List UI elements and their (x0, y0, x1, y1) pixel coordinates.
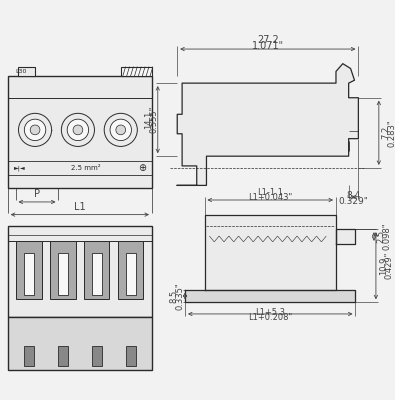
Text: 0.335": 0.335" (175, 282, 184, 310)
Text: L1-1.1: L1-1.1 (257, 188, 283, 197)
Bar (17, 66, 35, 76)
Text: 0.098": 0.098" (383, 223, 392, 250)
Text: ►|◄: ►|◄ (14, 165, 25, 171)
Circle shape (30, 125, 40, 135)
Circle shape (61, 113, 94, 146)
Bar (8, 76, 152, 188)
Bar (24, 252, 34, 296)
Bar (92, 346, 102, 366)
Text: L30: L30 (16, 69, 27, 74)
Bar (84, 241, 109, 299)
Text: P: P (34, 189, 40, 199)
Text: 10.9: 10.9 (379, 256, 388, 275)
Bar (8, 226, 152, 317)
Text: L1+0.043": L1+0.043" (248, 193, 292, 202)
Circle shape (104, 113, 137, 146)
Circle shape (116, 125, 126, 135)
Bar (58, 252, 68, 296)
Text: 2.5: 2.5 (377, 230, 386, 243)
Text: 2.5 mm²: 2.5 mm² (71, 165, 100, 171)
Polygon shape (205, 215, 336, 290)
Circle shape (24, 119, 46, 140)
Bar (118, 241, 143, 299)
Text: 0.429": 0.429" (385, 252, 394, 280)
Text: L1: L1 (74, 202, 86, 212)
Text: 0.329": 0.329" (339, 197, 369, 206)
Polygon shape (336, 229, 356, 244)
Text: L1+5.3: L1+5.3 (255, 308, 285, 317)
Text: 1.071": 1.071" (252, 41, 284, 51)
Polygon shape (177, 64, 358, 185)
Circle shape (110, 119, 132, 140)
Bar (121, 66, 152, 76)
Circle shape (19, 113, 52, 146)
Bar (16, 241, 42, 299)
Bar (58, 346, 68, 366)
Bar (8, 317, 152, 370)
Bar (126, 252, 135, 296)
Text: 8.4: 8.4 (346, 191, 361, 200)
Bar (50, 241, 75, 299)
Polygon shape (185, 290, 356, 302)
Text: 14.1: 14.1 (144, 110, 153, 129)
Circle shape (67, 119, 88, 140)
Bar (24, 346, 34, 366)
Text: 0.283": 0.283" (387, 119, 395, 147)
Text: 7.2: 7.2 (382, 126, 391, 140)
Circle shape (73, 125, 83, 135)
Text: 0.555": 0.555" (150, 106, 159, 133)
Text: L1+0.208": L1+0.208" (248, 313, 292, 322)
Bar (92, 252, 102, 296)
Text: 27.2: 27.2 (257, 35, 279, 45)
Bar (126, 346, 135, 366)
Text: 8.5: 8.5 (169, 289, 179, 302)
Text: ⊕: ⊕ (138, 163, 146, 173)
